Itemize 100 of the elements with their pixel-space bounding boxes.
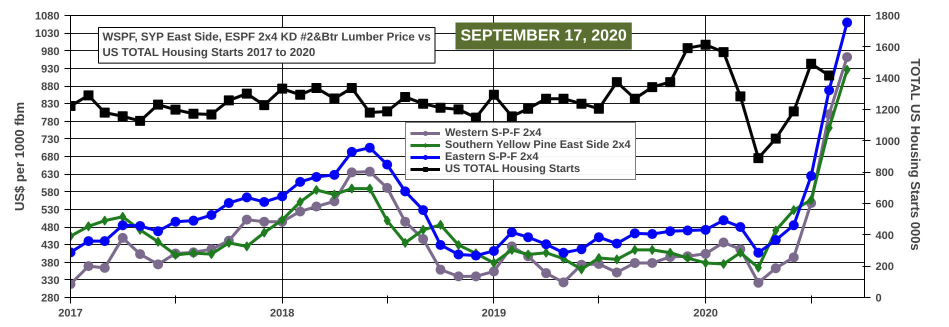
point <box>790 205 798 216</box>
point <box>206 210 216 220</box>
point <box>826 122 833 133</box>
y-tick-label: 880 <box>41 81 60 93</box>
point <box>436 240 446 250</box>
point <box>295 90 306 100</box>
point <box>523 104 534 114</box>
point <box>243 241 250 252</box>
point <box>736 248 744 258</box>
point <box>842 52 852 62</box>
y-tick-label: 380 <box>41 257 60 270</box>
y-tick-label: 580 <box>41 186 60 199</box>
y2-axis-title: TOTAL US Housing Starts 000s <box>908 58 923 251</box>
point <box>788 220 799 230</box>
point <box>594 104 604 114</box>
point <box>612 77 622 88</box>
annotation: SEPTEMBER 17, 2020 <box>460 28 627 44</box>
point <box>364 108 375 118</box>
point <box>437 220 444 230</box>
point <box>488 90 499 100</box>
point <box>153 259 164 270</box>
point <box>612 238 622 249</box>
point <box>83 90 94 100</box>
point <box>576 244 586 254</box>
point <box>558 94 568 104</box>
point <box>631 244 638 255</box>
point <box>470 112 481 123</box>
point <box>242 192 252 202</box>
point <box>700 224 711 235</box>
point <box>418 205 428 216</box>
point <box>346 146 357 157</box>
point <box>100 108 110 118</box>
y-axis-title: US$ per 1000 fbm <box>12 102 28 212</box>
y-tick-label: 530 <box>41 204 60 216</box>
point <box>541 94 552 104</box>
point <box>455 240 462 250</box>
point <box>630 228 640 238</box>
point <box>188 108 198 119</box>
point <box>188 216 198 226</box>
y-tick-label: 730 <box>41 134 60 146</box>
point <box>558 248 568 258</box>
point <box>311 202 322 212</box>
point <box>594 232 604 242</box>
point <box>470 271 481 282</box>
point <box>418 98 428 109</box>
point <box>735 222 746 232</box>
y2-tick-label: 1200 <box>876 104 900 116</box>
point <box>382 160 392 170</box>
point <box>296 196 304 207</box>
point <box>329 170 340 180</box>
point <box>277 84 288 94</box>
point <box>224 198 234 208</box>
point <box>753 278 764 288</box>
point <box>100 236 110 246</box>
point <box>754 262 762 273</box>
point <box>630 258 640 268</box>
point <box>402 238 409 248</box>
point <box>506 227 517 238</box>
point <box>384 216 391 226</box>
point <box>420 224 427 235</box>
y2-tick-label: 1600 <box>876 42 900 54</box>
point <box>135 116 146 126</box>
point <box>702 258 710 268</box>
point <box>648 244 656 255</box>
point <box>208 249 215 260</box>
point <box>100 262 110 273</box>
point <box>295 176 306 187</box>
y2-tick-label: 600 <box>876 198 894 210</box>
point <box>242 88 252 99</box>
point <box>488 266 499 276</box>
x-tick-label: 2020 <box>693 308 718 320</box>
y-tick-label: 330 <box>41 274 60 287</box>
point <box>612 267 622 278</box>
point <box>400 186 410 196</box>
legend-label: Western S-P-F 2x4 <box>445 127 542 139</box>
point <box>700 248 711 259</box>
point <box>83 236 94 246</box>
point <box>346 167 357 178</box>
point <box>135 220 146 231</box>
point <box>770 235 781 246</box>
point <box>119 212 126 222</box>
point <box>718 215 729 226</box>
point <box>613 254 620 264</box>
y-tick-label: 480 <box>41 222 60 234</box>
point <box>454 271 464 282</box>
y-tick-label: 1080 <box>35 10 60 22</box>
point <box>153 226 164 236</box>
legend-label: Eastern S-P-F 2x4 <box>445 151 539 163</box>
point <box>735 91 746 102</box>
point <box>700 40 711 50</box>
point <box>346 83 357 94</box>
point <box>578 264 585 274</box>
point <box>135 249 146 260</box>
point <box>490 258 498 268</box>
point <box>118 111 128 122</box>
point <box>84 221 92 232</box>
point <box>101 216 108 226</box>
point <box>260 228 268 238</box>
point <box>382 182 392 193</box>
y-tick-label: 780 <box>41 116 60 128</box>
